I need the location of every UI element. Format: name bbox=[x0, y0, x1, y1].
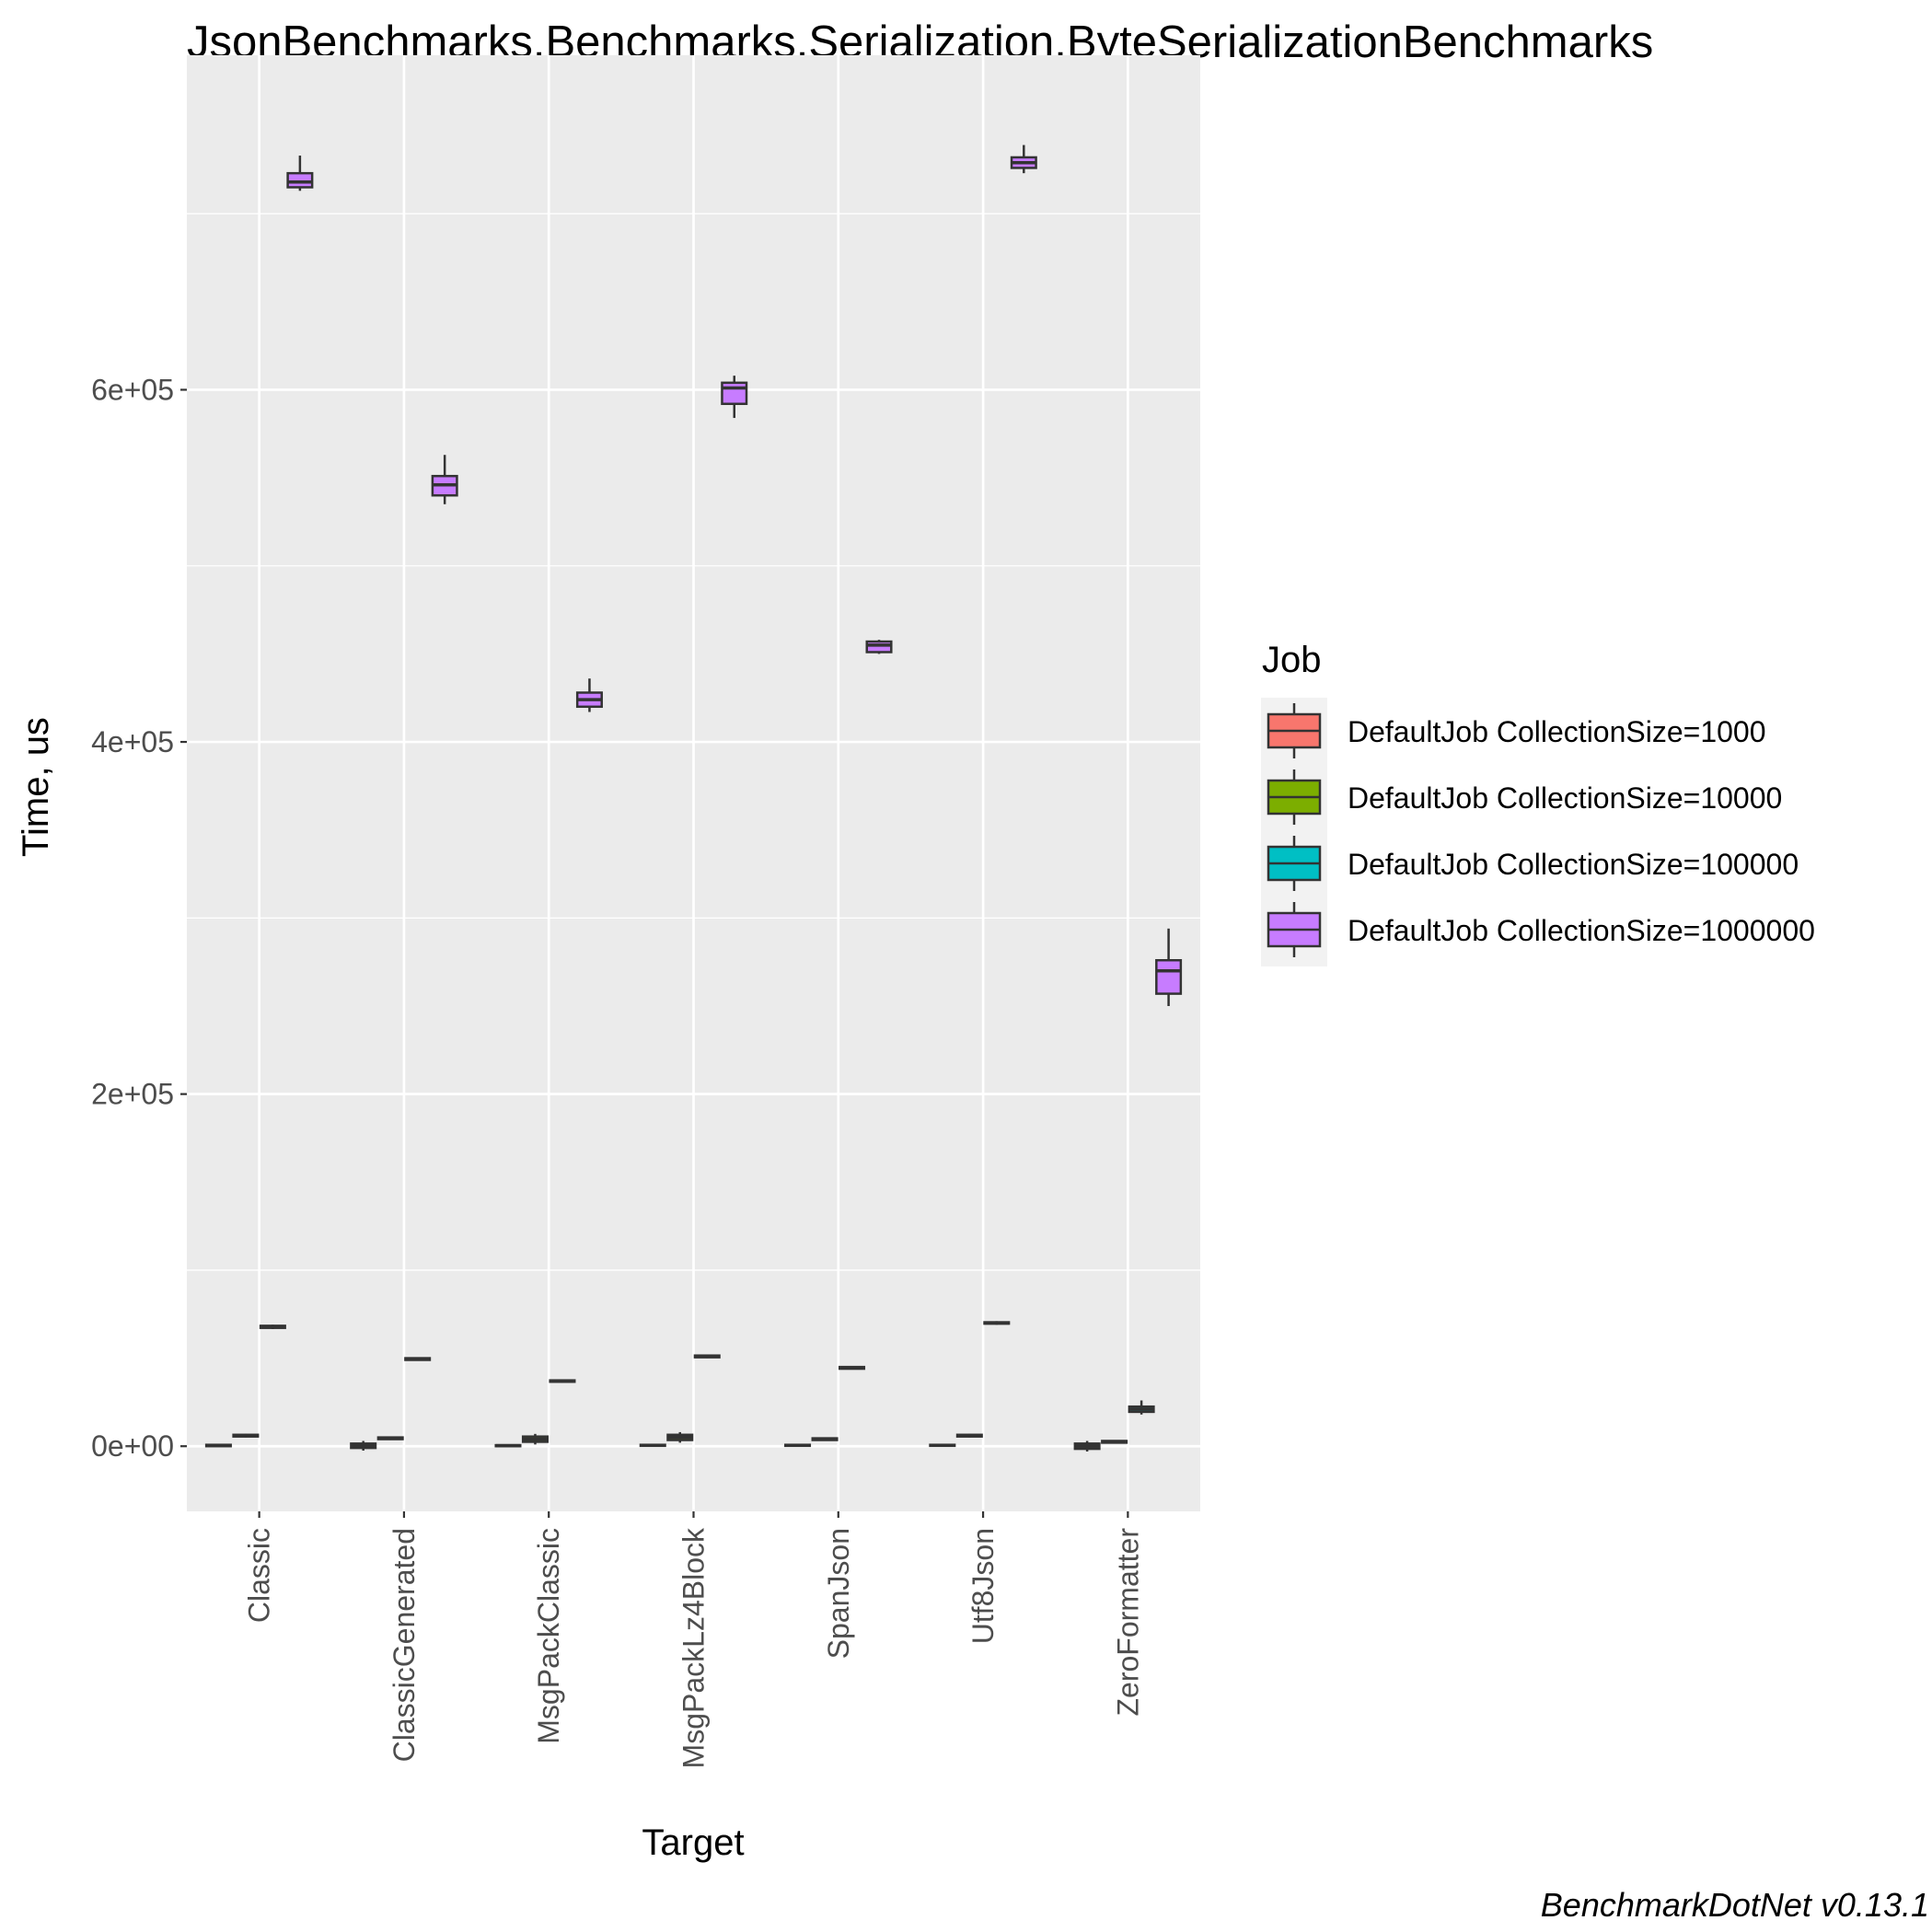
box bbox=[521, 1433, 549, 1445]
legend-item: DefaultJob CollectionSize=1000000 bbox=[1267, 902, 1815, 957]
box bbox=[404, 1357, 432, 1361]
y-tick-label: 0e+00 bbox=[91, 1429, 174, 1463]
box bbox=[839, 1365, 866, 1371]
box bbox=[350, 1440, 377, 1452]
box bbox=[549, 1379, 576, 1383]
box-body bbox=[286, 171, 314, 189]
box bbox=[286, 156, 314, 191]
y-tick-label: 6e+05 bbox=[91, 373, 174, 406]
caption: BenchmarkDotNet v0.13.1 bbox=[1541, 1886, 1929, 1924]
legend-item: DefaultJob CollectionSize=100000 bbox=[1267, 836, 1799, 891]
x-tick-label: MsgPackClassic bbox=[532, 1528, 565, 1744]
box bbox=[721, 376, 748, 419]
boxes-layer bbox=[204, 145, 1183, 1452]
box bbox=[1101, 1440, 1128, 1444]
box bbox=[431, 455, 458, 504]
box bbox=[983, 1321, 1011, 1325]
y-axis: 0e+00 2e+05 4e+05 6e+05 bbox=[91, 373, 187, 1463]
legend-label: DefaultJob CollectionSize=100000 bbox=[1348, 848, 1799, 881]
box bbox=[865, 640, 893, 654]
box-body bbox=[1155, 959, 1183, 995]
legend: DefaultJob CollectionSize=1000 DefaultJob… bbox=[1267, 703, 1815, 957]
legend-title: Job bbox=[1262, 640, 1322, 680]
box bbox=[259, 1325, 286, 1330]
legend-label: DefaultJob CollectionSize=1000 bbox=[1348, 715, 1766, 748]
y-tick-label: 4e+05 bbox=[91, 725, 174, 758]
box bbox=[639, 1443, 666, 1448]
x-tick-label: MsgPackLz4Block bbox=[677, 1527, 711, 1768]
box bbox=[784, 1443, 812, 1448]
legend-label: DefaultJob CollectionSize=1000000 bbox=[1348, 914, 1815, 947]
y-axis-title: Time, us bbox=[16, 717, 56, 857]
box bbox=[204, 1443, 232, 1448]
legend-item: DefaultJob CollectionSize=10000 bbox=[1267, 769, 1782, 825]
x-axis-title: Target bbox=[642, 1822, 744, 1863]
box bbox=[693, 1354, 721, 1359]
legend-item: DefaultJob CollectionSize=1000 bbox=[1267, 703, 1766, 758]
box bbox=[811, 1437, 839, 1441]
legend-label: DefaultJob CollectionSize=10000 bbox=[1348, 781, 1782, 815]
x-tick-label: SpanJson bbox=[822, 1528, 855, 1659]
box bbox=[955, 1433, 983, 1438]
x-tick-label: Utf8Json bbox=[966, 1528, 1000, 1644]
box bbox=[376, 1436, 404, 1440]
box bbox=[929, 1443, 956, 1448]
x-tick-label: ClassicGenerated bbox=[388, 1528, 421, 1762]
x-tick-label: ZeroFormatter bbox=[1111, 1528, 1144, 1717]
box bbox=[232, 1433, 260, 1438]
box-body bbox=[721, 381, 748, 406]
box bbox=[575, 678, 603, 712]
y-tick-label: 2e+05 bbox=[91, 1078, 174, 1111]
x-axis: Classic ClassicGenerated MsgPackClassic Msg… bbox=[243, 1511, 1144, 1768]
box bbox=[1010, 145, 1037, 174]
box-body bbox=[865, 640, 893, 654]
box bbox=[1073, 1440, 1101, 1452]
box bbox=[666, 1431, 694, 1443]
box bbox=[494, 1443, 522, 1448]
box bbox=[1155, 928, 1183, 1006]
x-tick-label: Classic bbox=[243, 1528, 276, 1623]
box bbox=[1128, 1400, 1155, 1415]
